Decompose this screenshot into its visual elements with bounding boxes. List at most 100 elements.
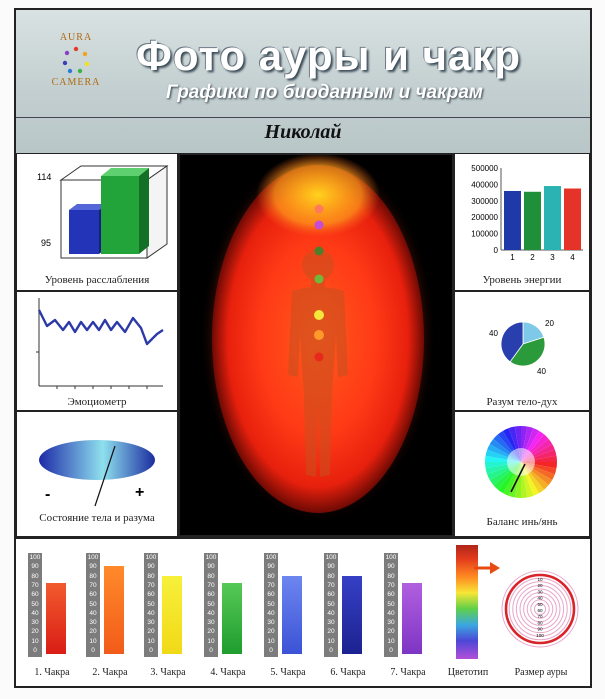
color-type-indicator <box>456 545 478 659</box>
chakra-scale: 100 90 80 70 60 50 40 30 20 10 0 <box>86 553 100 657</box>
aura-camera-logo: AURA CAMERA <box>51 32 101 88</box>
relaxation-bar-2 <box>101 176 139 254</box>
yinyang-pointer <box>510 463 526 493</box>
chakra-point-4 <box>314 274 324 284</box>
aura-ring-label: 20 <box>537 583 543 588</box>
energy-xtick: 4 <box>570 253 575 262</box>
chakra-scale-tick: 90 <box>147 563 155 571</box>
chakra-bar: 100 90 80 70 60 50 40 30 20 10 0 <box>86 553 130 657</box>
energy-ytick: 200000 <box>471 213 498 222</box>
chakra-scale-tick: 100 <box>325 554 337 561</box>
aura-ring-label: 90 <box>537 627 543 632</box>
chakra-scale-tick: 70 <box>89 581 97 589</box>
chakra-scale-tick: 10 <box>31 637 39 645</box>
chakra-scale-tick: 50 <box>89 600 97 608</box>
chakra-label: 7. Чакра <box>390 667 426 678</box>
chakra-scale: 100 90 80 70 60 50 40 30 20 10 0 <box>204 553 218 657</box>
state-ellipse <box>39 440 155 480</box>
emotiometer-line <box>37 309 164 346</box>
energy-chart: 500000 400000 300000 200000 100000 0 1 2 3 4 <box>471 164 583 262</box>
aura-ring <box>530 599 550 619</box>
chakra-scale-tick: 10 <box>207 637 215 645</box>
energy-ytick: 300000 <box>471 197 498 206</box>
chakra-bar: 100 90 80 70 60 50 40 30 20 10 0 <box>144 553 188 657</box>
aura-ring <box>526 595 554 623</box>
chakra-scale-tick: 40 <box>387 609 395 617</box>
aura-ring-label: 100 <box>536 633 544 638</box>
relaxation-bottom-label: 95 <box>41 238 51 248</box>
state-plus: + <box>135 484 145 501</box>
chakra-scale-tick: 90 <box>387 563 395 571</box>
chakra-scale-tick: 30 <box>207 619 215 627</box>
yinyang-caption: Баланс инь/янь <box>486 516 558 528</box>
chakra-bar: 100 90 80 70 60 50 40 30 20 10 0 <box>28 553 72 657</box>
pie-slice <box>509 336 546 367</box>
chakra-scale-tick: 60 <box>207 591 215 599</box>
aura-ring-label: 10 <box>537 577 543 582</box>
state-panel: - + Состояние тела и разума <box>16 411 178 537</box>
energy-bar <box>524 191 541 250</box>
chakra-scale-tick: 30 <box>387 619 395 627</box>
chakra-point-7 <box>314 204 324 214</box>
aura-ring <box>519 588 561 630</box>
chakra-scale-tick: 30 <box>147 619 155 627</box>
chakra-scale-tick: 0 <box>389 647 393 654</box>
chakra-scale-tick: 100 <box>145 554 157 561</box>
chakra-scale-tick: 60 <box>327 591 335 599</box>
aura-size-marker <box>504 573 576 645</box>
aura-ring <box>523 592 557 626</box>
chakra-fill <box>46 583 66 654</box>
chakra-fill <box>282 575 302 654</box>
energy-bar <box>564 188 581 250</box>
chakra-scale-tick: 10 <box>327 637 335 645</box>
aura-report-card: AURA CAMERA Фото ауры и чакр Графики по … <box>14 8 592 688</box>
chakra-label: 6. Чакра <box>330 667 366 678</box>
chakra-scale-tick: 50 <box>387 600 395 608</box>
aura-ring-label: 30 <box>537 589 543 594</box>
color-type-label: Цветотип <box>447 667 489 678</box>
energy-ytick: 0 <box>494 246 499 255</box>
logo-color-dots-icon <box>62 46 90 74</box>
chakra-point-3 <box>314 310 324 320</box>
relaxation-caption: Уровень расслабления <box>44 274 150 286</box>
chakra-scale-tick: 90 <box>89 563 97 571</box>
chakra-scale-tick: 10 <box>387 637 395 645</box>
pie-label: 40 <box>537 367 546 376</box>
chakra-scale-tick: 10 <box>147 637 155 645</box>
chakra-label: 2. Чакра <box>92 667 128 678</box>
chakra-scale-tick: 60 <box>31 591 39 599</box>
chakra-scale-tick: 30 <box>327 619 335 627</box>
emotiometer-chart <box>36 298 164 389</box>
yinyang-color-wheel <box>485 426 557 498</box>
header-divider <box>16 117 590 118</box>
relaxation-chart: 114 95 <box>37 165 169 259</box>
aura-ring <box>515 584 565 634</box>
chakra-scale-tick: 20 <box>147 628 155 636</box>
mind-caption: Разум тело-дух <box>486 396 558 408</box>
chakra-bars-panel: Цветотип 10 20 30 40 50 60 70 80 90 100 Размер ау… <box>16 537 590 686</box>
body-silhouette <box>288 249 348 477</box>
state-pointer <box>94 445 116 507</box>
chakra-scale-tick: 90 <box>327 563 335 571</box>
chakra-scale-tick: 80 <box>267 572 275 580</box>
emotiometer-panel: Эмоциометр <box>16 291 178 411</box>
chakra-scale-tick: 40 <box>147 609 155 617</box>
state-ellipse-chart <box>39 440 155 507</box>
chakra-scale-tick: 60 <box>267 591 275 599</box>
energy-bar <box>504 190 521 250</box>
chakra-scale-tick: 0 <box>269 647 273 654</box>
chakra-scale-tick: 0 <box>91 647 95 654</box>
chakra-fill <box>104 565 124 654</box>
chakra-scale: 100 90 80 70 60 50 40 30 20 10 0 <box>324 553 338 657</box>
chakra-scale-tick: 100 <box>87 554 99 561</box>
chakra-scale-tick: 70 <box>267 581 275 589</box>
chakra-scale-tick: 100 <box>205 554 217 561</box>
chakra-scale-tick: 0 <box>33 647 37 654</box>
state-caption: Состояние тела и разума <box>39 512 155 524</box>
chakra-scale-tick: 70 <box>327 581 335 589</box>
chakra-scale-tick: 30 <box>267 619 275 627</box>
chakra-scale-tick: 90 <box>267 563 275 571</box>
chakra-scale-tick: 60 <box>387 591 395 599</box>
chakra-scale-tick: 20 <box>267 628 275 636</box>
